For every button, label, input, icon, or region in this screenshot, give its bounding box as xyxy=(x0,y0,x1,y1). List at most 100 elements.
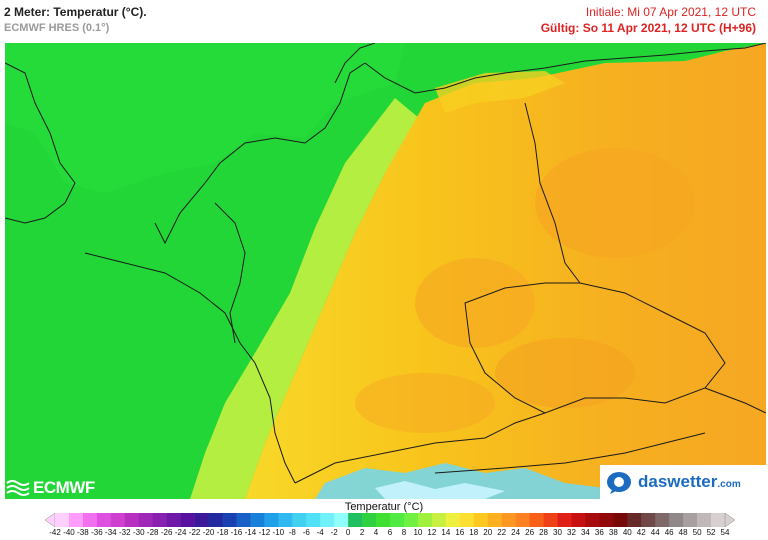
legend-swatch xyxy=(683,513,698,527)
legend-tick-label: -10 xyxy=(272,528,285,537)
daswetter-logo-text: daswetter.com xyxy=(638,472,741,492)
legend-tick-label: 4 xyxy=(373,528,379,537)
at-de-border xyxy=(294,412,546,484)
baltic-coast xyxy=(435,71,565,113)
legend-swatch xyxy=(222,513,237,527)
ecmwf-logo-text: ECMWF xyxy=(33,478,95,497)
legend-swatch xyxy=(348,513,363,527)
borders xyxy=(5,43,766,484)
legend-tick-label: -20 xyxy=(202,528,215,537)
cloud-icon xyxy=(607,472,631,494)
legend-tick-label: 26 xyxy=(525,528,535,537)
legend-swatch xyxy=(264,513,279,527)
legend-tick-label: 12 xyxy=(427,528,437,537)
legend-swatch xyxy=(711,513,726,527)
legend-ticks: -42 -40 -38 -36 -34 -32 -30 -28 -26 -24 -22 -20 -18-… xyxy=(45,528,735,540)
temperature-map xyxy=(5,43,766,499)
legend-swatch xyxy=(124,513,140,527)
legend-tick-label: 46 xyxy=(664,528,674,537)
de-nl-border xyxy=(214,202,246,344)
legend-swatch xyxy=(292,513,307,527)
legend-tick-label: 48 xyxy=(678,528,688,537)
baltic-coast-line xyxy=(364,43,766,94)
legend-colorbar xyxy=(45,513,735,527)
legend-tick-label: -30 xyxy=(132,528,145,537)
legend-tick-label: -14 xyxy=(244,528,257,537)
legend-tick-label: 16 xyxy=(455,528,465,537)
legend-arrow-left xyxy=(45,513,56,527)
legend-tick-label: -26 xyxy=(160,528,173,537)
legend-swatch xyxy=(82,513,98,527)
legend-swatch xyxy=(445,513,461,527)
legend-swatch xyxy=(599,513,614,527)
legend-tick-label: -18 xyxy=(216,528,229,537)
uk-coast xyxy=(5,62,76,224)
legend-tick-label: -16 xyxy=(230,528,243,537)
legend-swatch xyxy=(571,513,586,527)
legend-swatch xyxy=(334,513,349,527)
legend-swatch xyxy=(250,513,265,527)
legend-swatch xyxy=(459,513,475,527)
legend-tick-label: -4 xyxy=(316,528,324,537)
legend-swatch xyxy=(697,513,712,527)
legend-tick-label: -34 xyxy=(105,528,117,537)
at-south-border xyxy=(434,432,706,474)
legend-swatch xyxy=(180,513,195,527)
legend-tick-label: -12 xyxy=(258,528,271,537)
legend-swatch xyxy=(376,513,391,527)
legend-tick-label: -22 xyxy=(188,528,201,537)
legend-tick-label: 14 xyxy=(441,528,451,537)
daswetter-logo-main: daswetter xyxy=(638,472,718,491)
legend-swatch xyxy=(166,513,181,527)
legend-tick-label: -2 xyxy=(330,528,338,537)
legend-swatch xyxy=(431,513,447,527)
legend-arrow-right xyxy=(724,513,735,527)
legend-swatch xyxy=(627,513,642,527)
legend-swatch xyxy=(96,513,112,527)
legend-tick-label: 44 xyxy=(650,528,660,537)
legend-tick-label: 38 xyxy=(608,528,618,537)
legend-swatch xyxy=(278,513,293,527)
legend-swatch xyxy=(585,513,600,527)
legend-tick-label: -40 xyxy=(63,528,75,537)
legend-tick-label: 2 xyxy=(359,528,365,537)
warm-pocket-central xyxy=(415,258,535,348)
legend-swatch xyxy=(473,513,489,527)
legend-swatch xyxy=(669,513,684,527)
warm-pocket-czech xyxy=(495,338,635,408)
legend-swatch xyxy=(68,513,84,527)
legend-swatch xyxy=(613,513,628,527)
ecmwf-logo-icon xyxy=(6,480,30,496)
legend-swatch xyxy=(655,513,670,527)
legend-swatch xyxy=(501,513,516,527)
legend-swatch xyxy=(152,513,167,527)
legend-swatch xyxy=(487,513,502,527)
init-time: Initiale: Mi 07 Apr 2021, 12 UTC xyxy=(585,5,756,19)
legend-swatch xyxy=(194,513,209,527)
daswetter-logo: daswetter.com xyxy=(600,465,766,499)
map-title: 2 Meter: Temperatur (°C). xyxy=(4,5,147,19)
legend-tick-label: -6 xyxy=(302,528,310,537)
denmark-coast xyxy=(334,43,376,84)
legend-swatch xyxy=(208,513,223,527)
legend-swatch xyxy=(543,513,558,527)
ecmwf-logo: ECMWF xyxy=(6,478,95,498)
legend-tick-label: -8 xyxy=(288,528,296,537)
legend-tick-label: 22 xyxy=(497,528,507,537)
daswetter-logo-tld: .com xyxy=(717,479,741,490)
model-label: ECMWF HRES (0.1°) xyxy=(4,22,110,34)
header-right: Initiale: Mi 07 Apr 2021, 12 UTC Gültig:… xyxy=(541,4,756,36)
legend-tick-label: 6 xyxy=(387,528,393,537)
legend-tick-label: 18 xyxy=(469,528,479,537)
legend-swatch xyxy=(390,513,405,527)
de-pl-border xyxy=(524,102,581,284)
legend-tick-label: 28 xyxy=(539,528,548,537)
transition-band xyxy=(190,98,425,499)
legend-tick-label: 36 xyxy=(594,528,604,537)
north-sea-region xyxy=(5,43,405,193)
legend-tick-label: 30 xyxy=(553,528,562,537)
legend-tick-label: 52 xyxy=(706,528,716,537)
be-fr-border xyxy=(84,252,256,364)
legend-swatch xyxy=(417,513,433,527)
legend-tick-label: 10 xyxy=(413,528,423,537)
